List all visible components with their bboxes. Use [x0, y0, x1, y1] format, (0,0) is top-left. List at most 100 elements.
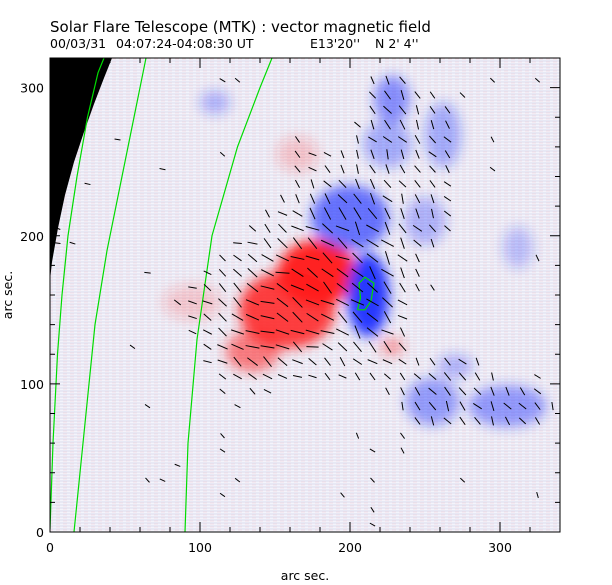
field-vector-83 — [352, 358, 363, 365]
field-vector-276 — [385, 164, 390, 174]
field-vector-50 — [505, 386, 510, 396]
field-vector-226 — [366, 224, 379, 233]
field-vector-71 — [491, 372, 494, 381]
field-vector-197 — [384, 251, 391, 265]
field-vector-54 — [233, 373, 242, 380]
field-vector-146 — [305, 299, 320, 306]
field-vector-252 — [382, 195, 393, 203]
field-vector-312 — [369, 105, 376, 115]
observation-date: 00/03/31 — [50, 36, 106, 51]
x-tick-label-300: 300 — [488, 540, 512, 555]
positive-field-region-1 — [239, 271, 335, 349]
field-vector-128 — [276, 312, 289, 322]
field-vector-121 — [399, 327, 406, 337]
field-vector-102 — [337, 342, 348, 352]
field-vector-287 — [340, 150, 345, 159]
negative-field-region-8 — [363, 120, 412, 168]
field-vector-22 — [491, 416, 494, 426]
neutral-line-1 — [73, 58, 147, 532]
field-vector-162 — [323, 281, 332, 294]
field-vector-200 — [535, 254, 540, 262]
field-vector-213 — [381, 239, 394, 247]
field-vector-241 — [400, 208, 405, 219]
field-vector-13 — [400, 447, 405, 454]
field-vector-193 — [322, 252, 333, 264]
field-vector-319 — [384, 90, 391, 100]
field-vector-108 — [202, 329, 213, 335]
field-vector-304 — [490, 136, 495, 143]
plot-area — [50, 58, 560, 532]
field-vector-191 — [290, 256, 305, 260]
field-vector-107 — [188, 329, 197, 335]
field-vector-92 — [129, 344, 136, 350]
field-vector-331 — [70, 62, 75, 69]
field-vector-125 — [231, 313, 244, 321]
field-vector-82 — [339, 357, 346, 367]
observation-time-range: 04:07:24-04:08:30 UT — [116, 36, 254, 51]
field-vector-113 — [275, 329, 290, 335]
field-vector-199 — [415, 253, 420, 263]
field-vector-124 — [218, 312, 227, 322]
field-vector-280 — [445, 165, 450, 174]
field-vector-305 — [354, 121, 361, 128]
field-vector-57 — [277, 374, 288, 379]
field-vector-43 — [400, 387, 405, 396]
field-vector-30 — [428, 401, 437, 411]
field-vector-81 — [324, 357, 331, 366]
field-vector-41 — [263, 389, 272, 394]
x-tick-label-100: 100 — [188, 540, 212, 555]
field-vector-158 — [260, 285, 275, 290]
field-vector-139 — [202, 300, 213, 305]
negative-field-region-11 — [405, 377, 460, 426]
field-vector-188 — [247, 253, 258, 263]
field-vector-10 — [174, 463, 181, 467]
field-vector-117 — [336, 328, 349, 336]
field-vector-249 — [337, 194, 348, 204]
y-axis-label: arc sec. — [0, 271, 15, 319]
field-vector-47 — [458, 387, 467, 396]
field-vector-198 — [397, 254, 408, 262]
field-vector-321 — [414, 91, 421, 99]
negative-field-region-15 — [503, 226, 533, 269]
field-vector-317 — [444, 106, 451, 114]
field-vector-228 — [398, 223, 407, 234]
field-vector-202 — [69, 241, 76, 245]
field-vector-17 — [414, 417, 421, 425]
field-vector-229 — [412, 224, 423, 232]
field-vector-314 — [398, 105, 407, 115]
field-vector-39 — [219, 388, 226, 394]
field-vector-181 — [351, 268, 364, 278]
field-vector-300 — [397, 136, 408, 143]
field-vector-282 — [54, 151, 61, 157]
field-vector-265 — [398, 180, 407, 188]
field-vector-283 — [219, 151, 226, 157]
field-vector-240 — [384, 207, 391, 220]
field-vector-205 — [263, 238, 272, 249]
field-vector-136 — [397, 314, 408, 320]
field-vector-328 — [399, 76, 406, 84]
field-vector-0 — [369, 522, 376, 527]
field-vector-79 — [292, 359, 303, 365]
field-vector-190 — [275, 254, 290, 262]
field-vector-64 — [383, 373, 392, 380]
field-vector-153 — [188, 286, 197, 289]
field-vector-216 — [430, 238, 435, 248]
field-vector-246 — [295, 194, 300, 204]
field-vector-323 — [459, 92, 466, 98]
field-vector-251 — [369, 192, 376, 205]
field-vector-93 — [203, 343, 212, 350]
field-vector-15 — [355, 432, 360, 439]
field-vector-210 — [337, 237, 348, 249]
field-vector-138 — [188, 300, 197, 305]
field-vector-4 — [536, 491, 539, 498]
field-vector-11 — [219, 448, 226, 453]
field-vector-127 — [260, 315, 275, 320]
field-vector-69 — [458, 372, 467, 381]
field-vector-8 — [370, 477, 375, 483]
field-vector-259 — [310, 179, 315, 189]
field-vector-307 — [384, 119, 391, 130]
field-vector-12 — [369, 448, 376, 453]
field-vector-176 — [275, 271, 290, 274]
field-vector-126 — [245, 313, 260, 321]
field-vector-257 — [84, 182, 91, 186]
